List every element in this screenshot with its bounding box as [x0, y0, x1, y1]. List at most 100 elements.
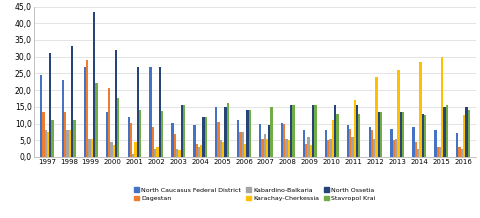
Bar	[69, 130, 71, 157]
Bar	[265, 139, 268, 157]
Bar	[368, 127, 370, 157]
Bar	[331, 120, 333, 157]
Bar	[219, 140, 222, 157]
Bar	[217, 122, 219, 157]
Bar	[270, 107, 272, 157]
Bar	[302, 129, 304, 157]
Bar	[287, 140, 289, 157]
Bar	[394, 139, 396, 157]
Bar	[285, 139, 287, 157]
Bar	[224, 107, 226, 157]
Bar	[263, 134, 265, 157]
Bar	[178, 150, 180, 157]
Bar	[372, 139, 374, 157]
Bar	[350, 137, 353, 157]
Bar	[139, 110, 141, 157]
Bar	[84, 67, 86, 157]
Bar	[329, 139, 331, 157]
Bar	[117, 99, 119, 157]
Bar	[200, 145, 202, 157]
Bar	[239, 132, 241, 157]
Bar	[40, 75, 42, 157]
Bar	[358, 114, 360, 157]
Bar	[438, 147, 440, 157]
Bar	[195, 144, 197, 157]
Bar	[392, 140, 394, 157]
Bar	[171, 123, 173, 157]
Bar	[248, 110, 251, 157]
Bar	[355, 105, 358, 157]
Bar	[180, 105, 182, 157]
Bar	[396, 70, 399, 157]
Bar	[156, 147, 158, 157]
Bar	[313, 105, 316, 157]
Bar	[336, 114, 338, 157]
Bar	[268, 125, 270, 157]
Bar	[182, 105, 185, 157]
Bar	[462, 115, 464, 157]
Bar	[132, 154, 134, 157]
Bar	[193, 125, 195, 157]
Bar	[258, 124, 261, 157]
Bar	[414, 142, 416, 157]
Bar	[304, 144, 307, 157]
Bar	[73, 120, 75, 157]
Bar	[374, 77, 377, 157]
Bar	[161, 111, 163, 157]
Bar	[346, 125, 348, 157]
Bar	[440, 57, 443, 157]
Bar	[95, 83, 97, 157]
Bar	[467, 110, 469, 157]
Bar	[115, 50, 117, 157]
Bar	[47, 132, 49, 157]
Bar	[283, 124, 285, 157]
Bar	[399, 112, 401, 157]
Bar	[173, 134, 176, 157]
Bar	[90, 139, 93, 157]
Bar	[127, 117, 130, 157]
Bar	[134, 142, 136, 157]
Bar	[445, 105, 447, 157]
Bar	[464, 107, 467, 157]
Bar	[64, 112, 66, 157]
Bar	[151, 127, 154, 157]
Bar	[370, 130, 372, 157]
Bar	[292, 105, 294, 157]
Bar	[457, 147, 460, 157]
Bar	[333, 105, 336, 157]
Bar	[419, 62, 420, 157]
Bar	[460, 149, 462, 157]
Bar	[49, 53, 51, 157]
Bar	[197, 147, 200, 157]
Bar	[324, 129, 326, 157]
Bar	[377, 112, 379, 157]
Bar	[202, 117, 204, 157]
Bar	[176, 149, 178, 157]
Bar	[420, 114, 423, 157]
Bar	[130, 123, 132, 157]
Bar	[411, 127, 414, 157]
Bar	[112, 145, 115, 157]
Bar	[158, 67, 161, 157]
Bar	[204, 117, 206, 157]
Bar	[86, 60, 88, 157]
Bar	[45, 130, 47, 157]
Bar	[390, 129, 392, 157]
Bar	[106, 112, 108, 157]
Bar	[326, 140, 329, 157]
Bar	[149, 67, 151, 157]
Legend: North Caucasus Federal District, Dagestan, Kabardino-Balkaria, Karachay-Cherkess: North Caucasus Federal District, Dagesta…	[134, 187, 374, 201]
Bar	[261, 139, 263, 157]
Bar	[108, 89, 110, 157]
Bar	[312, 105, 313, 157]
Bar	[62, 80, 64, 157]
Bar	[42, 112, 45, 157]
Bar	[246, 110, 248, 157]
Bar	[110, 142, 112, 157]
Bar	[309, 145, 312, 157]
Bar	[443, 107, 445, 157]
Bar	[307, 137, 309, 157]
Bar	[237, 120, 239, 157]
Bar	[241, 132, 243, 157]
Bar	[379, 112, 382, 157]
